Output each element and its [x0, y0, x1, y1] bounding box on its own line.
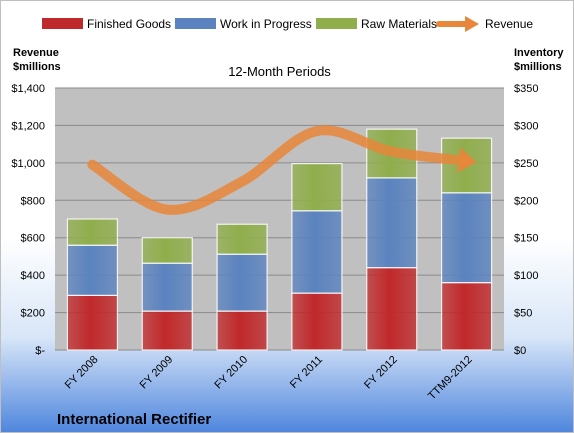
left-axis-tick-label: $200 [21, 308, 45, 320]
legend-work-in-progress-swatch [175, 18, 216, 29]
left-axis-tick-label: $1,400 [11, 83, 45, 95]
bar-finished-goods [141, 310, 193, 351]
bar-work-in-progress [366, 177, 418, 269]
left-axis-tick-label: $1,000 [11, 158, 45, 170]
bar-finished-goods [291, 292, 343, 351]
category-label: FY 2010 [212, 354, 250, 392]
bar-finished-goods [66, 294, 119, 351]
legend-finished-goods-label: Finished Goods [87, 17, 171, 31]
right-axis-title: $millions [514, 61, 562, 73]
plot-area [55, 88, 504, 350]
legend-revenue-arrow [465, 16, 479, 32]
category-label: TTM9-2012 [426, 354, 475, 403]
right-axis-tick-label: $50 [514, 308, 532, 320]
bar-raw-materials [291, 163, 343, 212]
legend-raw-materials-label: Raw Materials [361, 17, 437, 31]
bar-work-in-progress [216, 253, 268, 312]
right-axis-tick-label: $0 [514, 345, 526, 357]
category-label: FY 2011 [288, 354, 325, 391]
bar-raw-materials [141, 237, 193, 264]
right-axis-tick-label: $150 [514, 233, 538, 245]
category-label: FY 2008 [63, 354, 101, 392]
bar-work-in-progress [440, 192, 493, 284]
right-axis-tick-label: $250 [514, 158, 538, 170]
right-axis-tick-label: $350 [514, 83, 538, 95]
company-name: International Rectifier [57, 411, 211, 428]
right-axis-tick-label: $100 [514, 270, 538, 282]
category-label: FY 2012 [362, 354, 400, 392]
bar-finished-goods [440, 282, 493, 351]
left-axis-tick-label: $- [35, 345, 45, 357]
legend-finished-goods-swatch [42, 18, 83, 29]
left-axis-title: $millions [13, 61, 61, 73]
legend-work-in-progress-label: Work in Progress [220, 17, 312, 31]
chart-title: 12-Month Periods [228, 64, 331, 79]
right-axis-title: Inventory [514, 47, 564, 59]
bar-work-in-progress [291, 210, 343, 294]
revenue-arrowhead [457, 147, 477, 173]
right-axis-tick-label: $300 [514, 120, 538, 132]
bar-work-in-progress [141, 262, 193, 312]
left-axis-tick-label: $1,200 [11, 120, 45, 132]
left-axis-tick-label: $600 [21, 233, 45, 245]
category-label: FY 2009 [138, 354, 176, 392]
bar-finished-goods [216, 310, 268, 351]
bar-work-in-progress [66, 244, 119, 296]
left-axis-tick-label: $800 [21, 195, 45, 207]
left-axis-tick-label: $400 [21, 270, 45, 282]
left-axis-title: Revenue [13, 47, 59, 59]
bar-finished-goods [366, 267, 418, 351]
bar-raw-materials [66, 218, 119, 246]
right-axis-tick-label: $200 [514, 195, 538, 207]
legend-raw-materials-swatch [316, 18, 357, 29]
revenue-line [87, 125, 472, 215]
legend-revenue-label: Revenue [485, 17, 533, 31]
bar-raw-materials [216, 223, 268, 255]
